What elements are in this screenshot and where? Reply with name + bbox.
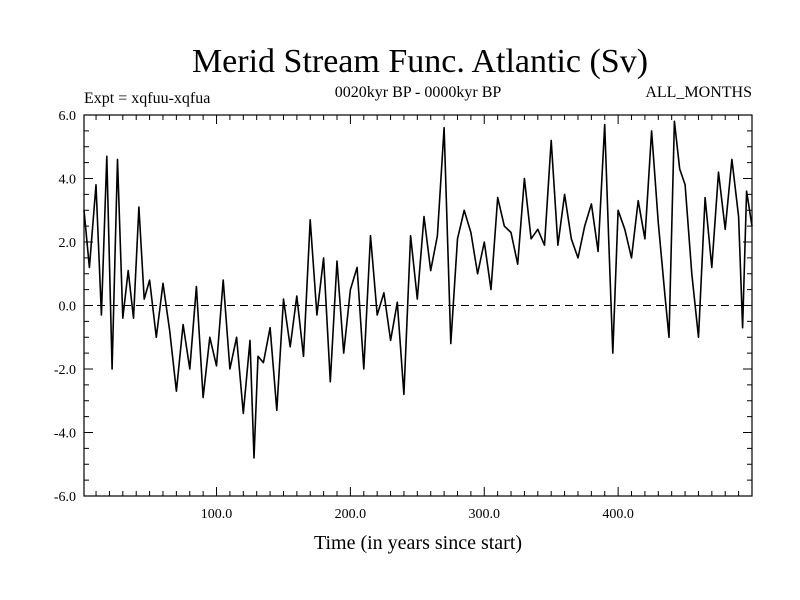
chart-title: Merid Stream Func. Atlantic (Sv): [192, 43, 648, 80]
y-tick-label: -6.0: [54, 490, 76, 505]
x-tick-label: 100.0: [201, 507, 233, 522]
series-line: [83, 120, 753, 459]
y-tick-label: 6.0: [59, 109, 77, 124]
plot-area: -6.0 -4.0 -2.0 0.0 2.0 4.0 6.0 100.0 200.0 300.0 4…: [54, 109, 753, 522]
y-tick-label: 0.0: [59, 300, 77, 315]
x-tick-label: 300.0: [469, 507, 501, 522]
months-label: ALL_MONTHS: [645, 84, 752, 101]
x-tick-label: 400.0: [602, 507, 634, 522]
plot-frame: [83, 114, 753, 497]
period-label: 0020kyr BP - 0000kyr BP: [335, 84, 502, 101]
x-tick-label: 200.0: [335, 507, 367, 522]
experiment-label: Expt = xqfuu-xqfua: [84, 90, 210, 107]
x-axis-label: Time (in years since start): [314, 532, 522, 554]
y-tick-label: 4.0: [59, 173, 77, 188]
y-tick-label: 2.0: [59, 236, 77, 251]
y-tick-label: -4.0: [54, 427, 76, 442]
y-tick-label: -2.0: [54, 363, 76, 378]
